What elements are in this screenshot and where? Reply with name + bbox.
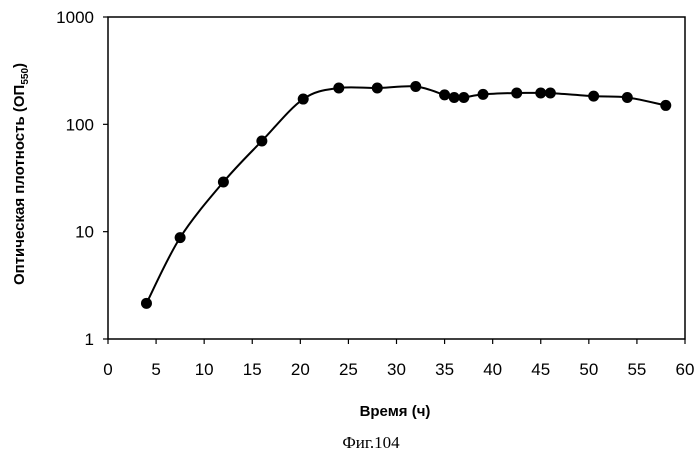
x-tick-label: 50 — [579, 360, 598, 379]
series-line — [146, 86, 665, 303]
data-points — [141, 81, 671, 309]
x-tick-label: 55 — [627, 360, 646, 379]
y-axis-title: Оптическая плотность (ОП550) — [11, 63, 31, 285]
x-tick-label: 45 — [531, 360, 550, 379]
x-tick-label: 35 — [435, 360, 454, 379]
x-tick-label: 20 — [291, 360, 310, 379]
data-point — [256, 135, 267, 146]
data-point — [141, 298, 152, 309]
x-axis-ticks: 0 5 10 15 20 25 30 35 40 45 50 55 60 — [103, 339, 694, 379]
plot-frame — [108, 17, 685, 339]
plot-border — [108, 17, 685, 339]
data-point — [333, 83, 344, 94]
y-axis-ticks: 1 10 100 1000 — [56, 8, 108, 349]
data-point — [218, 177, 229, 188]
data-point — [660, 100, 671, 111]
figure-caption: Фиг.104 — [342, 433, 400, 452]
x-tick-label: 5 — [151, 360, 160, 379]
x-tick-label: 25 — [339, 360, 358, 379]
data-point — [410, 81, 421, 92]
data-point — [449, 92, 460, 103]
data-point — [511, 87, 522, 98]
y-tick-label: 1000 — [56, 8, 94, 27]
data-point — [588, 91, 599, 102]
x-tick-label: 15 — [243, 360, 262, 379]
data-point — [439, 89, 450, 100]
data-point — [458, 92, 469, 103]
x-tick-label: 10 — [195, 360, 214, 379]
y-axis-title-close: ) — [11, 63, 28, 68]
data-point — [175, 232, 186, 243]
data-point — [545, 87, 556, 98]
data-point — [622, 92, 633, 103]
x-tick-label: 40 — [483, 360, 502, 379]
x-tick-label: 0 — [103, 360, 112, 379]
data-point — [298, 94, 309, 105]
x-tick-label: 60 — [676, 360, 695, 379]
y-tick-label: 10 — [75, 223, 94, 242]
data-point — [478, 89, 489, 100]
x-axis-title: Время (ч) — [360, 403, 431, 420]
y-axis-title-subscript: 550 — [20, 68, 31, 85]
data-point — [535, 87, 546, 98]
data-point — [372, 83, 383, 94]
y-axis-title-main: Оптическая плотность (ОП — [11, 85, 28, 285]
y-tick-label: 100 — [66, 115, 94, 134]
y-tick-label: 1 — [85, 330, 94, 349]
x-tick-label: 30 — [387, 360, 406, 379]
